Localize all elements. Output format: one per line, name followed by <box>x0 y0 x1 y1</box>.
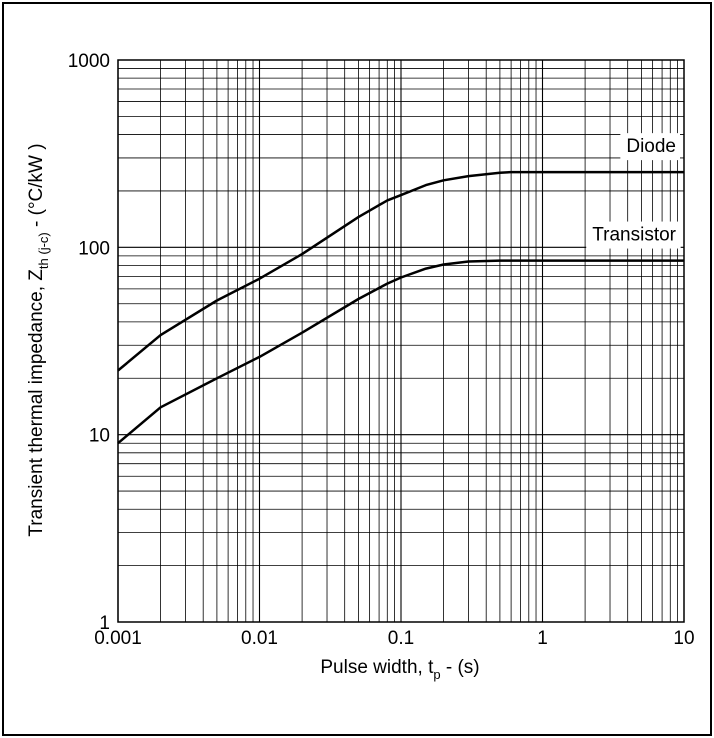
series-line-diode <box>117 170 684 372</box>
series-label-background <box>586 221 681 249</box>
x-tick-labels: 0.001 0.01 0.1 1 10 <box>94 628 694 649</box>
plot-border <box>117 59 685 623</box>
y-tick-label: 10 <box>89 426 110 447</box>
y-tick-label: 1000 <box>68 51 110 72</box>
y-axis-label: Transient thermal impedance, Zth (j-c) -… <box>26 143 51 536</box>
x-tick-label: 10 <box>673 628 694 649</box>
x-tick-label: 1 <box>537 628 548 649</box>
x-axis-label: Pulse width, tp - (s) <box>320 657 479 682</box>
series-line-transistor <box>117 259 684 445</box>
series-labels: Diode Transistor <box>586 133 681 249</box>
series-label-background <box>620 133 680 161</box>
y-tick-label: 1 <box>99 613 110 634</box>
series-layer <box>117 170 684 445</box>
y-tick-labels: 1 10 100 1000 <box>68 51 110 634</box>
series-label-diode: Diode <box>626 136 676 157</box>
y-tick-label: 100 <box>78 238 110 259</box>
x-tick-label: 0.01 <box>241 628 278 649</box>
x-tick-label: 0.001 <box>94 628 142 649</box>
x-tick-label: 0.1 <box>388 628 414 649</box>
series-label-transistor: Transistor <box>592 225 676 246</box>
